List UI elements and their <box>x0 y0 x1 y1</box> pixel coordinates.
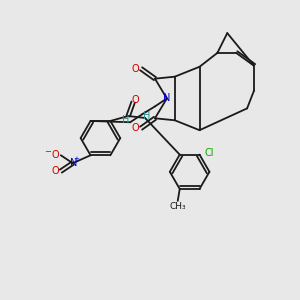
Text: Cl: Cl <box>205 148 214 158</box>
Text: N: N <box>70 158 77 168</box>
Text: O: O <box>131 123 139 133</box>
Text: O: O <box>131 95 139 105</box>
Text: H: H <box>122 115 129 125</box>
Text: H: H <box>143 111 151 121</box>
Text: O: O <box>51 166 59 176</box>
Text: CH₃: CH₃ <box>169 202 186 211</box>
Text: O: O <box>131 64 139 74</box>
Text: O: O <box>51 150 59 160</box>
Text: N: N <box>163 94 170 103</box>
Text: +: + <box>74 156 80 162</box>
Text: −: − <box>44 147 52 156</box>
